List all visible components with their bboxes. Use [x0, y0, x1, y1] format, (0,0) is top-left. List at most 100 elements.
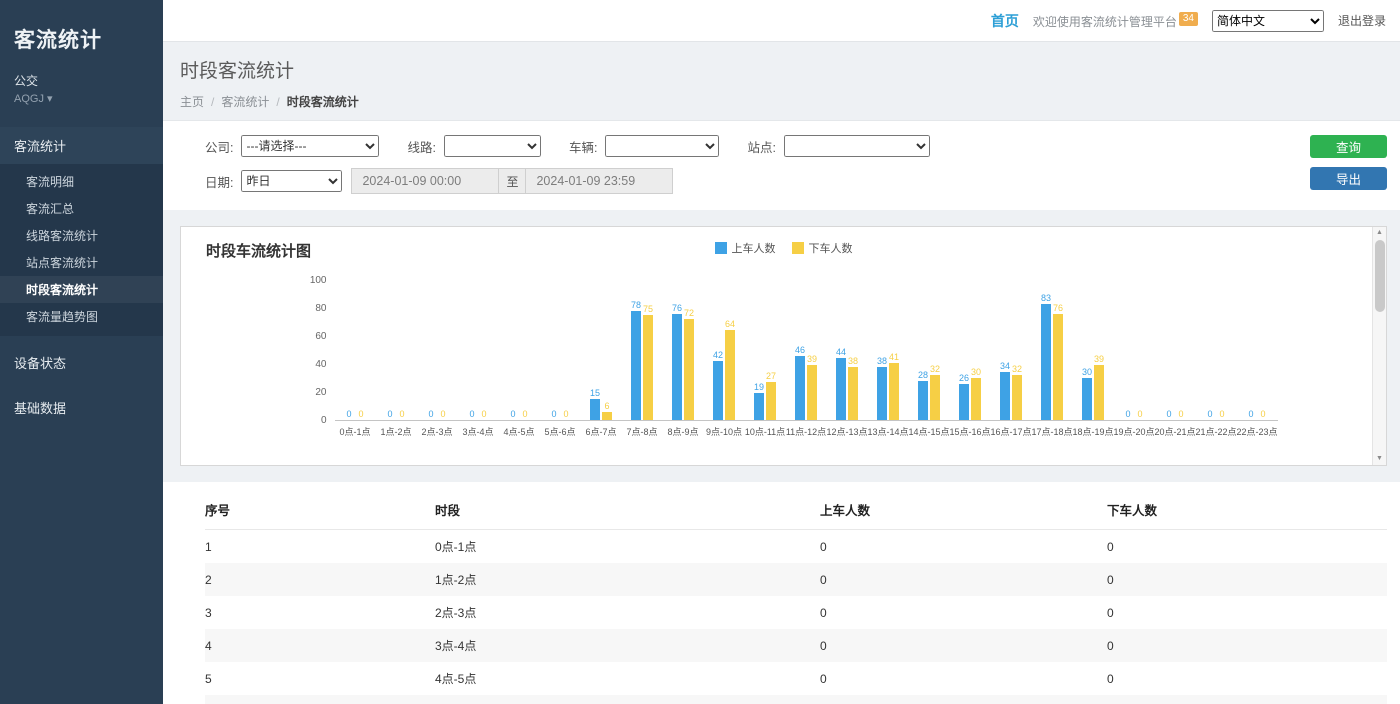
home-link[interactable]: 首页	[990, 12, 1019, 29]
bar-value-label: 39	[807, 354, 818, 365]
bar-value-label: 32	[1012, 364, 1023, 375]
bars-row: 0 0 0 0 0 0 0 0 0 0 0 0 15 6 78 75 76 72 42 64 19 27 46 39 44 38 3…	[334, 281, 1278, 421]
bar-group: 28 32	[909, 281, 950, 420]
export-button[interactable]: 导出	[1310, 167, 1387, 190]
vehicle-select[interactable]	[605, 135, 720, 157]
bar-column: 44	[835, 347, 846, 420]
sidebar-item-0[interactable]: 客流明细	[26, 175, 75, 189]
sidebar-item-5[interactable]: 客流量趋势图	[26, 310, 99, 324]
table-cell: 1	[205, 539, 212, 554]
logout-link[interactable]: 退出登录	[1337, 14, 1386, 28]
table-cell: 0	[820, 605, 827, 620]
bar	[766, 382, 776, 420]
x-category-label: 17点-18点	[1031, 427, 1073, 437]
table-cell: 1点-2点	[435, 573, 477, 587]
sidebar-item-2[interactable]: 线路客流统计	[26, 229, 99, 243]
bar	[725, 330, 735, 420]
org-name: 公交	[14, 74, 39, 88]
scroll-down-icon[interactable]: ▼	[1376, 455, 1383, 462]
bar-column: 0	[467, 409, 477, 420]
bar-value-label: 27	[766, 371, 777, 382]
bar-column: 6	[602, 401, 612, 420]
legend-item[interactable]: 上车人数	[714, 240, 776, 256]
bar	[602, 411, 612, 420]
bar-column: 72	[684, 308, 694, 420]
x-category-label: 15点-16点	[949, 427, 991, 437]
table-cell: 0	[1107, 695, 1387, 704]
bar	[999, 372, 1010, 420]
bar-column: 0	[344, 409, 354, 420]
x-category-label: 13点-14点	[867, 427, 909, 437]
x-category-label: 9点-10点	[705, 427, 742, 437]
bar	[958, 383, 969, 420]
bar-group: 42 64	[704, 281, 745, 420]
x-category-label: 2点-3点	[421, 427, 453, 437]
breadcrumb-link[interactable]: 客流统计	[221, 95, 270, 109]
x-category-label: 21点-22点	[1195, 427, 1237, 437]
table-cell: 0	[820, 572, 827, 587]
breadcrumb-link[interactable]: 主页	[180, 95, 205, 109]
date-end-input[interactable]	[525, 168, 674, 194]
x-category-label: 14点-15点	[908, 427, 950, 437]
sidebar-submenu: 客流明细客流汇总线路客流统计 站点客流统计时段客流统计客流量趋势图	[0, 164, 163, 336]
x-category-label: 16点-17点	[990, 427, 1032, 437]
brand-title[interactable]: 客流统计	[14, 29, 102, 52]
bar-group: 15 6	[581, 281, 622, 420]
bar-value-label: 78	[630, 299, 641, 310]
sidebar-section-base-data[interactable]: 基础数据	[14, 401, 67, 416]
bar-column: 41	[889, 352, 899, 420]
chart-scrollbar[interactable]: ▲ ▼	[1372, 227, 1386, 465]
station-select[interactable]	[783, 135, 930, 157]
legend-label: 下车人数	[808, 243, 853, 255]
sidebar-item-3[interactable]: 站点客流统计	[26, 256, 99, 270]
sidebar-section-device-status[interactable]: 设备状态	[14, 356, 67, 371]
bar	[712, 361, 723, 420]
table-cell: 6	[205, 695, 435, 704]
sidebar: 客流统计 公交 AQGJ ▾ 客流统计 客流明细客流汇总线路客流统计 站点客流统计…	[0, 0, 163, 704]
bar-column: 30	[971, 367, 981, 420]
bar-column: 28	[917, 370, 928, 420]
date-preset-select[interactable]: 昨日	[241, 170, 343, 192]
date-start-input[interactable]	[351, 168, 500, 194]
x-category-label: 12点-13点	[826, 427, 868, 437]
bar	[1012, 375, 1022, 420]
y-tick-label: 20	[315, 387, 327, 398]
chevron-down-icon: ▾	[47, 93, 53, 105]
bar	[889, 362, 899, 420]
table-cell: 0点-1点	[435, 540, 477, 554]
bar-column: 38	[848, 356, 858, 420]
bar-value-label: 42	[712, 350, 723, 361]
sidebar-section-passenger-stats[interactable]: 客流统计	[0, 127, 163, 164]
notification-badge[interactable]: 34	[1178, 11, 1198, 26]
query-button[interactable]: 查询	[1310, 135, 1387, 158]
bar-column: 0	[438, 409, 448, 420]
bar-column: 0	[1246, 409, 1256, 420]
legend-item[interactable]: 下车人数	[791, 240, 853, 256]
scroll-up-icon[interactable]: ▲	[1376, 229, 1383, 236]
y-tick-label: 60	[315, 331, 327, 342]
breadcrumb-separator: /	[211, 95, 215, 109]
language-select[interactable]: 简体中文	[1211, 9, 1324, 32]
table-row: 3 2点-3点 0 0	[205, 596, 1387, 629]
bar-value-label: 75	[643, 304, 654, 314]
bar-column: 30	[1081, 367, 1092, 420]
bar-group: 34 32	[991, 281, 1032, 420]
table-cell: 0	[1107, 605, 1114, 620]
sidebar-item-4[interactable]: 时段客流统计	[0, 276, 163, 303]
company-select[interactable]: ---请选择---	[241, 135, 380, 157]
bar-column: 75	[643, 304, 653, 420]
bar	[1081, 378, 1092, 420]
line-select[interactable]	[443, 135, 541, 157]
bar-column: 39	[1094, 354, 1104, 420]
sidebar-item-1[interactable]: 客流汇总	[26, 202, 75, 216]
org-selector[interactable]: AQGJ ▾	[14, 92, 149, 105]
station-filter: 站点:	[747, 135, 930, 157]
bar	[630, 310, 641, 420]
scrollbar-thumb[interactable]	[1374, 240, 1385, 312]
breadcrumb-separator: /	[276, 95, 280, 109]
bar-value-label: 0	[428, 409, 434, 419]
bar	[1040, 303, 1051, 420]
